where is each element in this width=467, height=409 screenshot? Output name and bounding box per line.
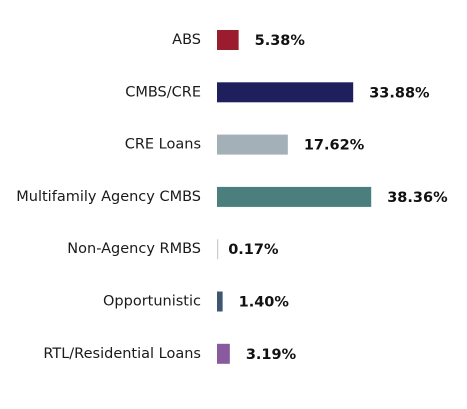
category-label: CMBS/CRE: [125, 84, 201, 100]
bar-abs: [217, 30, 239, 50]
bar-cmbs-cre: [217, 82, 354, 103]
bar-opportunistic: [217, 291, 223, 312]
category-labels-group: ABS CMBS/CRE CRE Loans Multifamily Agency C…: [16, 32, 201, 362]
bar-rtl-residential-loans: [217, 343, 230, 364]
bar-non-agency-rmbs: [217, 239, 219, 260]
category-label: Multifamily Agency CMBS: [16, 189, 201, 205]
bar-cre-loans: [217, 134, 288, 155]
value-label: 33.88%: [369, 85, 430, 101]
bar-multifamily-agency-cmbs: [217, 186, 372, 207]
value-label: 3.19%: [246, 347, 297, 363]
category-label: Non-Agency RMBS: [67, 241, 201, 257]
value-label: 17.62%: [304, 138, 365, 154]
value-labels-group: 5.38% 33.88% 17.62% 38.36% 0.17% 1.40% 3.19%: [228, 33, 448, 363]
category-label: Opportunistic: [103, 294, 201, 310]
category-label: CRE Loans: [125, 137, 201, 153]
bars-group: [217, 30, 372, 364]
category-label: RTL/Residential Loans: [43, 346, 201, 362]
category-label: ABS: [172, 32, 201, 48]
value-label: 1.40%: [239, 295, 290, 311]
value-label: 0.17%: [228, 242, 279, 258]
value-label: 5.38%: [255, 33, 306, 49]
value-label: 38.36%: [387, 190, 448, 206]
